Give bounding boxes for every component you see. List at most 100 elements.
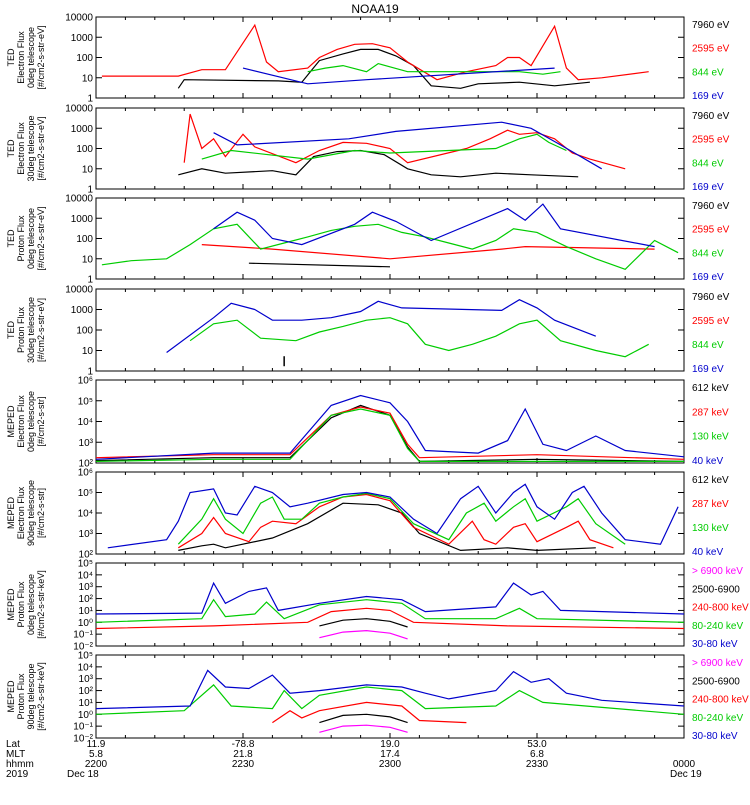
y-axis-label: TED xyxy=(6,139,16,158)
y-tick-label: 10³ xyxy=(79,438,94,449)
legend-entry: 2595 eV xyxy=(692,225,730,236)
x-axis-row-label: Lat xyxy=(6,739,20,750)
panel-frame xyxy=(95,16,685,99)
x-axis-row-label: 2019 xyxy=(6,769,29,780)
y-axis-label: [#/cm2-s-str-keV] xyxy=(36,570,46,639)
x-axis-row-label: MLT xyxy=(6,749,25,760)
x-axis-tick-label: -78.8 xyxy=(232,739,255,750)
series-line xyxy=(242,67,555,85)
y-tick-label: 10 xyxy=(82,346,94,357)
y-axis-label: 30deg telescope xyxy=(26,115,36,181)
legend-entry: 30-80 keV xyxy=(692,731,738,742)
x-axis-tick-label: 53.0 xyxy=(527,739,547,750)
legend-entry: 7960 eV xyxy=(692,111,730,122)
y-axis-label: Electron Flux xyxy=(16,486,26,539)
y-axis-label: Electron Flux xyxy=(16,31,26,84)
series-line xyxy=(177,48,590,89)
series-line xyxy=(319,713,408,724)
series-line xyxy=(178,502,596,552)
legend-entry: 844 eV xyxy=(692,67,724,78)
panel-frame xyxy=(95,288,685,372)
y-axis-label: [#/cm2-s-str] xyxy=(36,396,46,446)
series-line xyxy=(248,262,391,268)
legend-entry: 130 keV xyxy=(692,432,729,443)
series-line xyxy=(96,607,684,630)
y-tick-label: 10 xyxy=(82,73,94,84)
legend-entry: 844 eV xyxy=(692,340,724,351)
x-axis-tick-label: 2300 xyxy=(379,759,402,770)
legend-entry: 612 keV xyxy=(692,383,729,394)
y-tick-label: 1000 xyxy=(71,305,94,316)
legend-entry: 2595 eV xyxy=(692,316,730,327)
x-axis-tick-label: 19.0 xyxy=(380,739,400,750)
y-axis-label: Proton Flux xyxy=(16,673,26,720)
x-axis-tick-label: 2200 xyxy=(85,759,108,770)
legend-entry: 130 keV xyxy=(692,523,729,534)
y-tick-label: 10⁶ xyxy=(78,376,93,387)
y-tick-label: 1000 xyxy=(71,124,94,135)
y-tick-label: 10⁻² xyxy=(73,642,93,653)
series-group xyxy=(96,394,684,463)
y-axis-label: 90deg telescope xyxy=(26,480,36,546)
y-tick-label: 10⁶ xyxy=(78,468,93,479)
legend-entry: 80-240 keV xyxy=(692,621,743,632)
y-tick-label: 10⁴ xyxy=(78,662,93,673)
series-line xyxy=(319,629,408,640)
series-line xyxy=(96,669,684,710)
legend-entry: 7960 eV xyxy=(692,201,730,212)
y-tick-label: 10⁰ xyxy=(78,618,93,629)
y-tick-label: 10¹ xyxy=(79,606,94,617)
legend-entry: 169 eV xyxy=(692,91,724,102)
y-tick-label: 10¹ xyxy=(79,698,94,709)
y-axis-label: [#/cm2-s-str] xyxy=(36,488,46,538)
x-axis-tick-label: 2330 xyxy=(526,759,549,770)
y-axis-label: TED xyxy=(6,229,16,248)
series-line xyxy=(201,133,567,160)
legend-entry: 169 eV xyxy=(692,182,724,193)
y-tick-label: 10 xyxy=(82,164,94,175)
series-group xyxy=(178,113,626,178)
legend-entry: 80-240 keV xyxy=(692,713,743,724)
y-axis-label: [#/cm2-s-str-keV] xyxy=(36,662,46,731)
series-group xyxy=(107,483,679,552)
y-axis-label: 0deg telescope xyxy=(26,391,36,452)
series-line xyxy=(96,598,684,623)
y-tick-label: 10⁻¹ xyxy=(73,630,93,641)
y-axis-label: TED xyxy=(6,320,16,339)
y-tick-label: 10000 xyxy=(65,104,93,115)
x-axis-tick-label: 0000 xyxy=(673,759,696,770)
legend-entry: 287 keV xyxy=(692,407,729,418)
series-line xyxy=(272,701,467,724)
series-line xyxy=(183,113,626,170)
series-group xyxy=(101,203,679,270)
series-line xyxy=(307,62,561,75)
legend-entry: 612 keV xyxy=(692,475,729,486)
series-line xyxy=(213,121,603,170)
y-tick-label: 10⁴ xyxy=(78,417,93,428)
series-line xyxy=(96,394,684,460)
panel-frame xyxy=(95,379,685,464)
series-group xyxy=(96,669,684,733)
y-axis-label: 0deg telescope xyxy=(26,208,36,269)
series-line xyxy=(319,618,408,628)
y-axis-label: [#/cm2-s-str-eV] xyxy=(36,206,46,270)
y-tick-label: 10² xyxy=(79,594,94,605)
panel-3: 1 10 100 1000 10000 TED Proton Flux 0deg telesc… xyxy=(6,194,730,286)
series-line xyxy=(101,223,679,270)
series-line xyxy=(96,684,684,715)
y-tick-label: 10⁻¹ xyxy=(73,722,93,733)
y-tick-label: 1000 xyxy=(71,33,94,44)
y-axis-label: MEPED xyxy=(6,497,16,530)
series-group xyxy=(101,23,649,89)
x-axis-date-label: Dec 18 xyxy=(67,769,99,780)
series-line xyxy=(96,408,684,462)
y-tick-label: 100 xyxy=(76,234,93,245)
legend-entry: 844 eV xyxy=(692,248,724,259)
y-tick-label: 1 xyxy=(87,275,93,286)
legend-entry: 2500-6900 xyxy=(692,676,740,687)
